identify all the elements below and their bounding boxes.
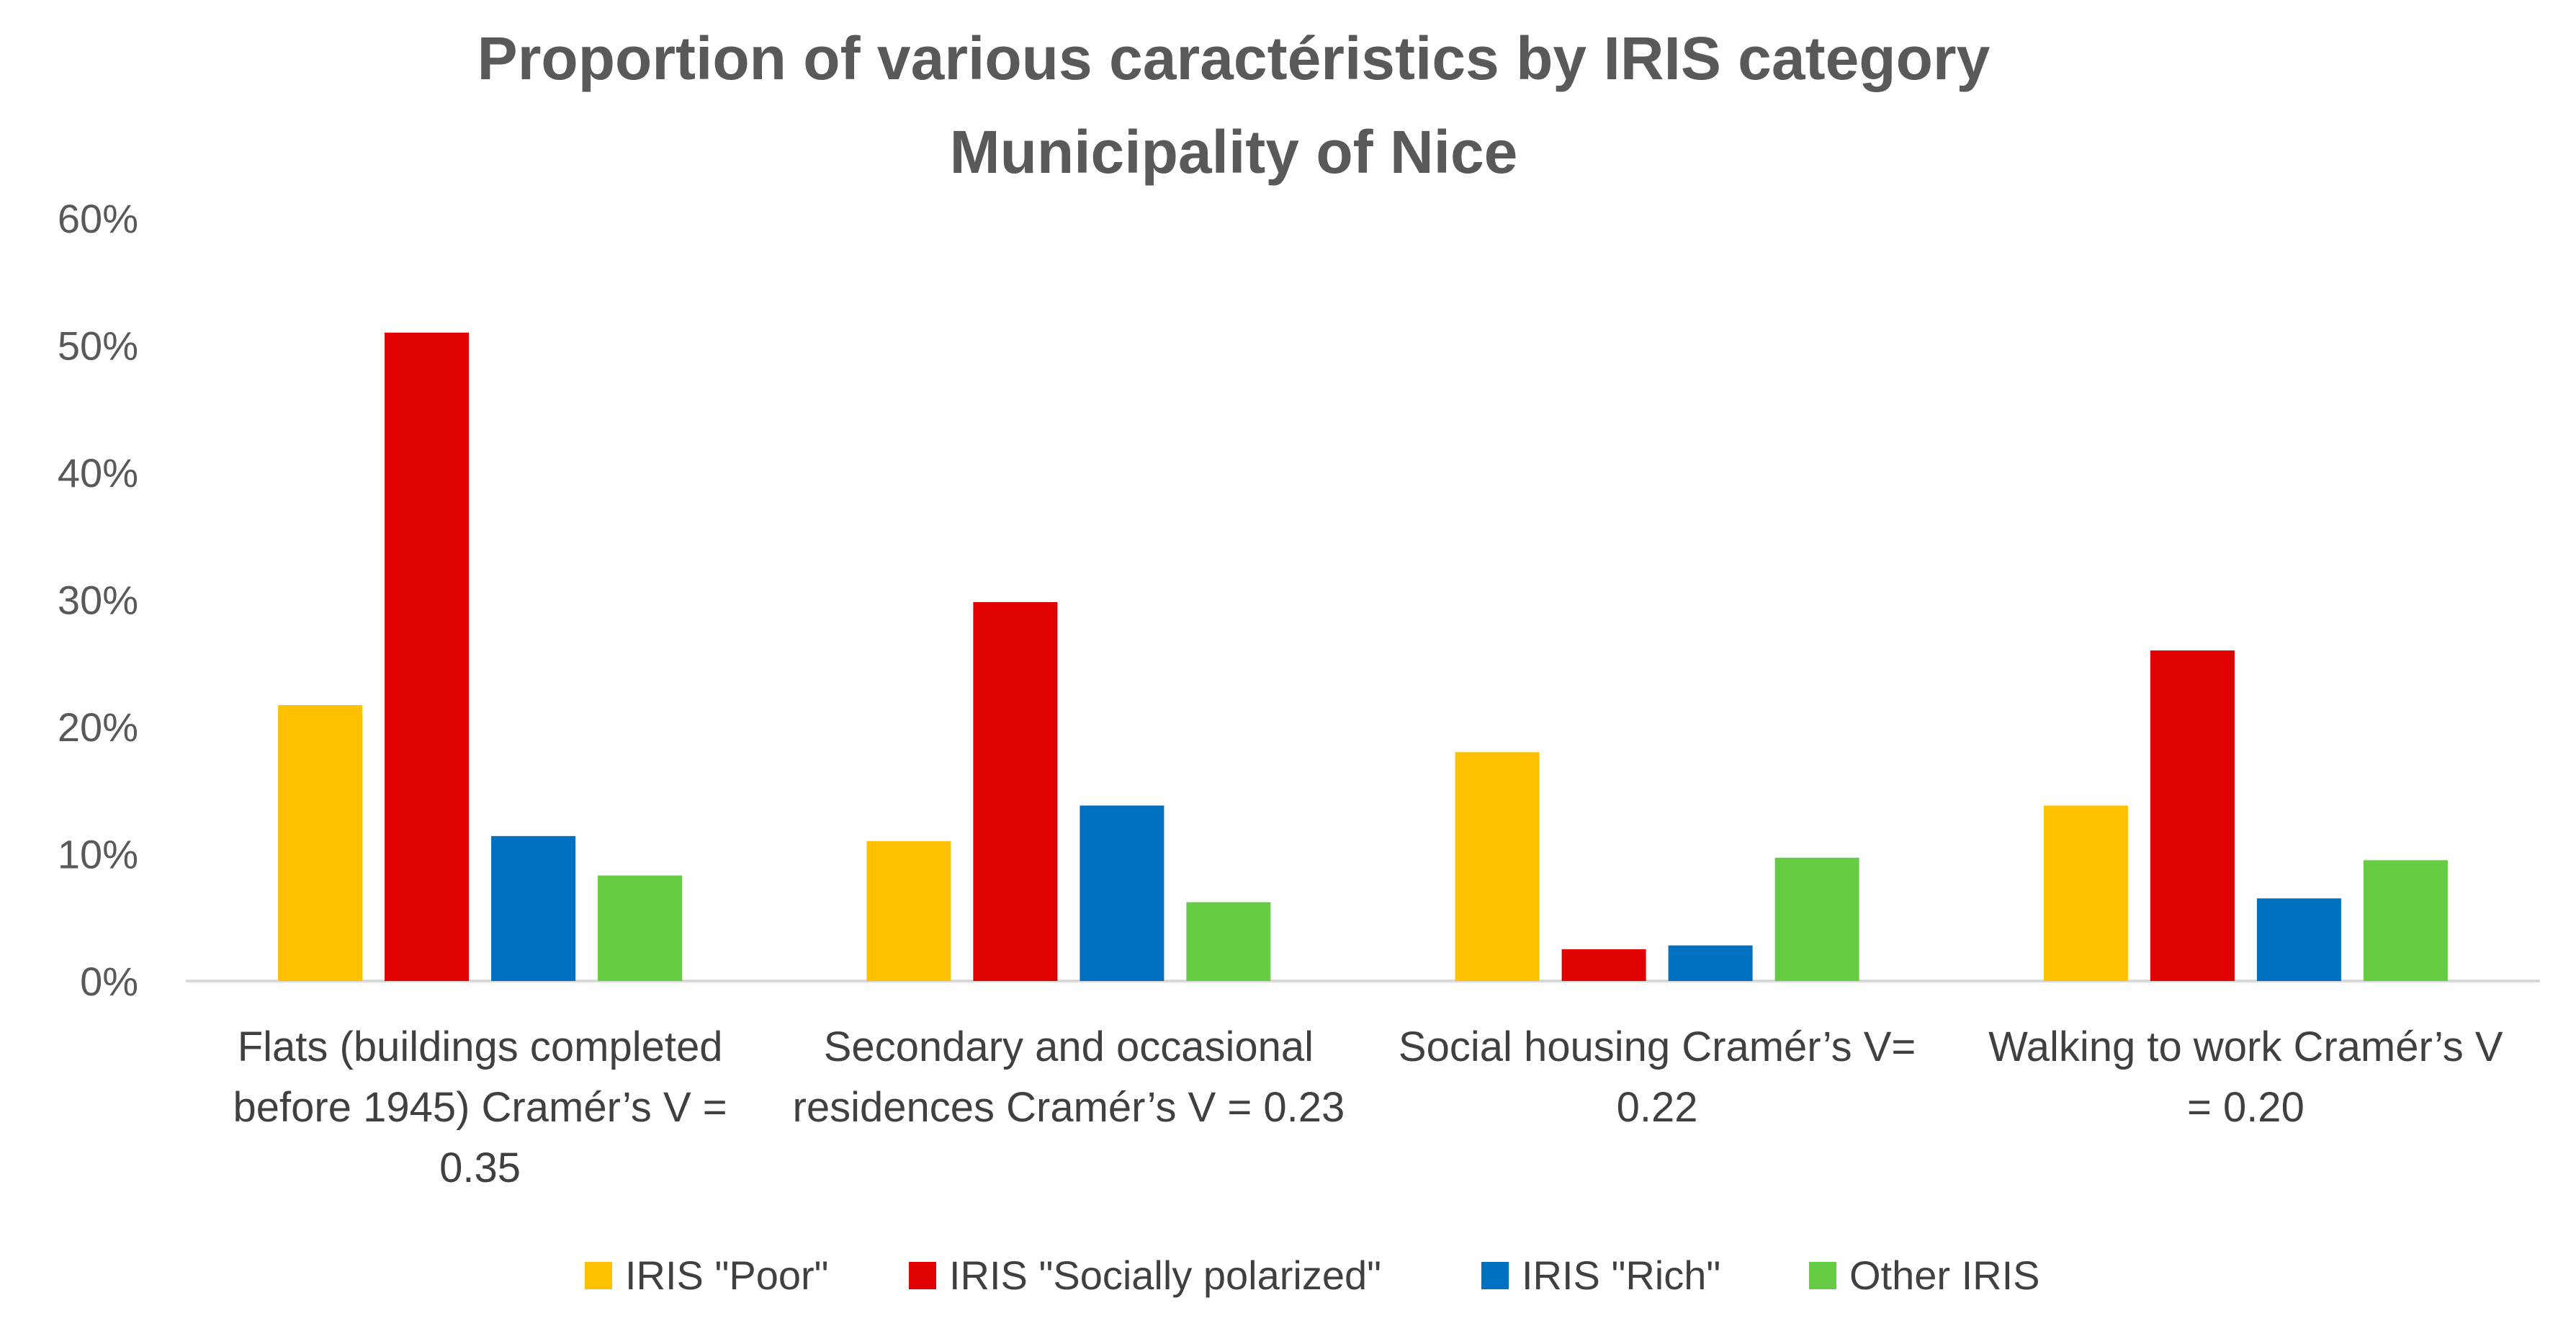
bar-series-2-category-1 bbox=[1080, 805, 1164, 981]
bar-series-3-category-0 bbox=[598, 875, 683, 981]
y-tick-label: 50% bbox=[58, 323, 138, 369]
bar-series-0-category-1 bbox=[866, 841, 951, 981]
y-axis: 0% 10% 20% 30% 40% 50% 60% bbox=[58, 196, 138, 1004]
legend-label-3: Other IRIS bbox=[1849, 1253, 2040, 1298]
bar-series-3-category-2 bbox=[1774, 857, 1859, 981]
bar-series-2-category-3 bbox=[2256, 898, 2341, 981]
y-tick-label: 30% bbox=[58, 578, 138, 623]
bar-series-3-category-3 bbox=[2363, 860, 2448, 981]
bar-series-0-category-3 bbox=[2043, 805, 2128, 981]
legend: IRIS "Poor" IRIS "Socially polarized" IRIS… bbox=[585, 1253, 2040, 1298]
bars bbox=[278, 332, 2448, 981]
bar-series-1-category-3 bbox=[2150, 650, 2235, 981]
bar-series-2-category-2 bbox=[1668, 945, 1753, 981]
legend-swatch-0 bbox=[585, 1262, 612, 1289]
x-category-label: 0.35 bbox=[439, 1144, 521, 1191]
bar-series-2-category-0 bbox=[491, 836, 576, 981]
x-category-label: residences Cramér’s V = 0.23 bbox=[793, 1084, 1345, 1131]
x-category-label: Walking to work Cramér’s V bbox=[1988, 1023, 2503, 1070]
y-tick-label: 0% bbox=[80, 959, 138, 1004]
legend-swatch-3 bbox=[1809, 1262, 1836, 1289]
chart-subtitle: Municipality of Nice bbox=[950, 118, 1518, 186]
x-category-label: Social housing Cramér’s V= bbox=[1399, 1023, 1916, 1070]
x-category-label: Flats (buildings completed bbox=[238, 1023, 723, 1070]
legend-label-1: IRIS "Socially polarized" bbox=[949, 1253, 1381, 1298]
chart-title: Proportion of various caractéristics by … bbox=[477, 24, 1991, 92]
x-axis-labels: Flats (buildings completed before 1945) C… bbox=[233, 1023, 2503, 1191]
y-tick-label: 10% bbox=[58, 832, 138, 877]
legend-swatch-2 bbox=[1481, 1262, 1509, 1289]
bar-series-1-category-2 bbox=[1561, 949, 1646, 981]
bar-series-0-category-0 bbox=[278, 705, 363, 981]
x-category-label: = 0.20 bbox=[2187, 1084, 2305, 1131]
y-tick-label: 20% bbox=[58, 704, 138, 750]
bar-series-1-category-1 bbox=[973, 602, 1058, 981]
bar-series-3-category-1 bbox=[1186, 902, 1271, 981]
legend-swatch-1 bbox=[909, 1262, 936, 1289]
x-category-label: 0.22 bbox=[1617, 1084, 1698, 1131]
y-tick-label: 60% bbox=[58, 196, 138, 241]
x-category-label: before 1945) Cramér’s V = bbox=[233, 1084, 727, 1131]
bar-series-0-category-2 bbox=[1455, 752, 1540, 981]
y-tick-label: 40% bbox=[58, 450, 138, 496]
legend-label-0: IRIS "Poor" bbox=[625, 1253, 829, 1298]
bar-series-1-category-0 bbox=[385, 332, 470, 981]
legend-label-2: IRIS "Rich" bbox=[1522, 1253, 1720, 1298]
x-category-label: Secondary and occasional bbox=[824, 1023, 1314, 1070]
